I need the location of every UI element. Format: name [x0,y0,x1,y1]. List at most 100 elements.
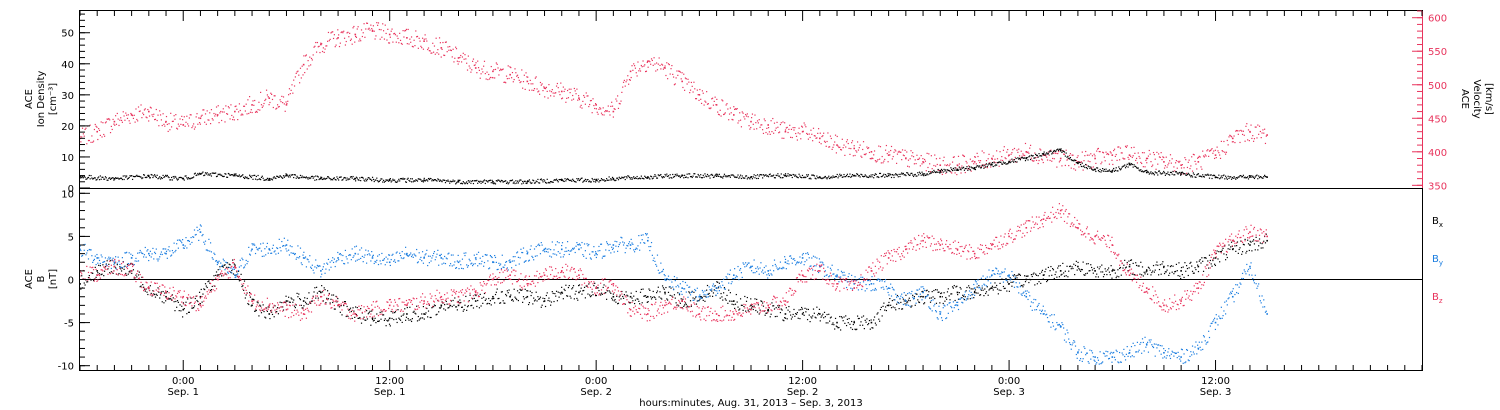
data-point [821,177,823,180]
data-point [975,166,977,168]
data-point [1005,278,1007,280]
data-point [243,177,246,180]
data-point [91,135,93,137]
data-point [382,314,384,316]
data-point [85,127,87,129]
data-point [409,180,411,182]
data-point [103,135,106,137]
data-point [142,256,145,258]
data-point [852,175,854,177]
data-point [589,103,591,106]
data-point [407,318,409,320]
data-point [1223,140,1225,143]
data-point [549,90,551,92]
data-point [1225,151,1228,153]
data-point [804,124,806,126]
data-point [555,85,558,87]
data-point [115,123,118,125]
data-point [1137,167,1139,169]
data-point [444,41,447,43]
data-point [133,263,135,266]
data-point [1009,277,1011,279]
data-point [242,114,244,116]
data-point [245,103,247,105]
data-point [509,180,511,182]
data-point [989,288,991,290]
data-point [760,300,762,302]
data-point [1179,171,1181,174]
data-point [841,317,843,319]
data-point [985,160,988,162]
data-point [269,317,271,320]
data-point [96,126,98,128]
data-point [415,313,417,315]
data-point [1053,158,1055,160]
data-point [316,292,319,294]
data-point [566,89,569,92]
data-point [161,301,163,303]
data-point [924,174,927,177]
data-point [575,181,577,183]
data-point [1159,156,1161,159]
data-point [667,175,670,177]
data-point [832,175,834,177]
data-point [224,264,226,266]
data-point [744,118,746,120]
data-point [806,174,808,176]
data-point [1138,155,1140,158]
data-point [644,64,646,66]
data-point [716,281,718,283]
data-point [321,268,324,270]
data-point [942,171,944,173]
data-point [400,257,402,259]
data-point [1008,154,1010,156]
data-point [191,241,193,244]
data-point [733,106,735,108]
data-point [923,173,926,175]
data-point [135,257,137,259]
data-point [1163,167,1166,169]
data-point [986,286,988,288]
data-point [198,228,201,230]
data-point [1052,150,1055,152]
data-point [666,298,668,300]
data-point [592,294,594,296]
data-point [826,178,828,180]
data-point [978,285,980,287]
data-point [605,109,607,112]
data-point [338,34,340,36]
data-point [843,173,845,176]
data-point [423,40,425,42]
data-point [1078,161,1080,163]
data-point [127,273,129,275]
data-point [1206,264,1208,266]
data-point [1117,146,1119,148]
data-point [511,77,513,79]
data-point [745,300,748,302]
data-point [164,252,166,254]
data-point [170,255,172,257]
data-point [149,285,151,287]
data-point [424,313,426,315]
data-point [705,101,707,103]
data-point [1151,271,1153,274]
data-point [410,252,412,254]
data-point [754,298,756,300]
data-point [644,70,647,73]
data-point [197,123,199,125]
data-point [111,177,113,179]
data-point [1074,273,1076,276]
data-point [1087,165,1089,167]
data-point [1111,270,1114,272]
data-point [234,174,236,177]
data-point [343,304,345,307]
data-point [166,123,168,126]
data-point [680,78,682,80]
data-point [273,316,275,318]
data-point [351,317,353,320]
data-point [687,177,689,179]
data-point [139,286,141,288]
data-point [954,299,956,302]
data-point [1124,158,1126,160]
data-point [107,258,109,260]
